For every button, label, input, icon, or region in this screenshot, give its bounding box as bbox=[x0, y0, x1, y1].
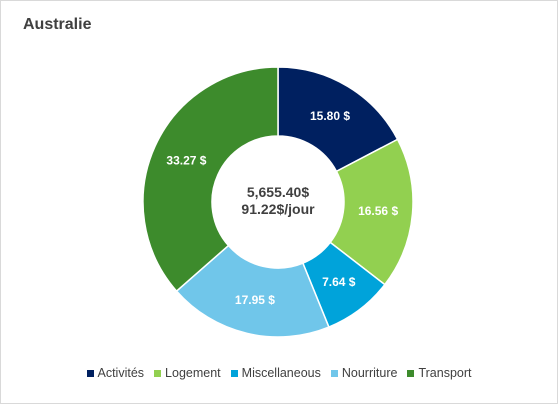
legend-item-logement: Logement bbox=[154, 366, 221, 380]
slice-label-miscellaneous: 7.64 $ bbox=[322, 275, 356, 289]
legend-label: Miscellaneous bbox=[241, 366, 321, 380]
slice-nourriture bbox=[175, 244, 330, 338]
legend-label: Activités bbox=[97, 366, 145, 380]
legend-label: Nourriture bbox=[341, 366, 398, 380]
legend-item-activités: Activités bbox=[86, 366, 145, 380]
legend-item-transport: Transport bbox=[407, 366, 471, 380]
chart-legend: Activités Logement Miscellaneous Nourriture… bbox=[0, 366, 558, 380]
slice-labels-group: 15.80 $ 16.56 $ 7.64 $ 17.95 $ 33.27 $ bbox=[166, 109, 398, 307]
legend-label: Transport bbox=[418, 366, 472, 380]
slice-label-transport: 33.27 $ bbox=[166, 154, 206, 168]
slice-label-activités: 15.80 $ bbox=[310, 109, 350, 123]
slice-activités bbox=[277, 66, 399, 173]
legend-swatch bbox=[154, 369, 162, 377]
legend-swatch bbox=[230, 369, 238, 377]
legend-item-nourriture: Nourriture bbox=[330, 366, 398, 380]
legend-item-miscellaneous: Miscellaneous bbox=[230, 366, 321, 380]
slice-label-logement: 16.56 $ bbox=[358, 204, 398, 218]
slices-group bbox=[142, 66, 414, 338]
legend-swatch bbox=[407, 369, 415, 377]
legend-swatch bbox=[86, 369, 94, 377]
legend-label: Logement bbox=[165, 366, 221, 380]
chart-title: Australie bbox=[23, 16, 92, 33]
center-per-day-label: 91.22$/jour bbox=[241, 201, 315, 217]
center-total-label: 5,655.40$ bbox=[247, 184, 309, 200]
slice-transport bbox=[142, 66, 279, 293]
slice-label-nourriture: 17.95 $ bbox=[235, 293, 275, 307]
legend-swatch bbox=[330, 369, 338, 377]
